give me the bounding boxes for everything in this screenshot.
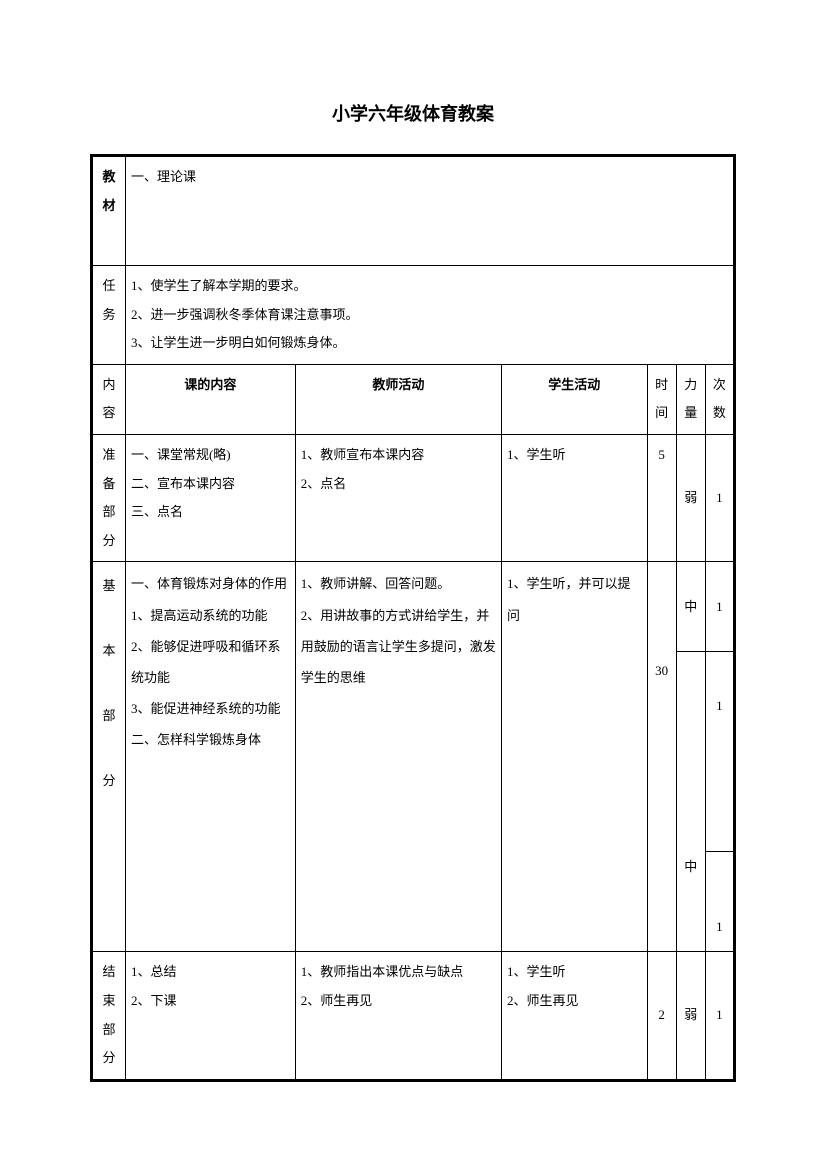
prep-force: 弱 xyxy=(676,434,705,561)
main-force2: 中 xyxy=(676,652,705,952)
prep-student: 1、学生听 xyxy=(502,434,648,561)
end-content: 1、总结2、下课 xyxy=(125,952,295,1080)
label-renwu: 任务 xyxy=(92,266,126,365)
prep-teacher: 1、教师宣布本课内容2、点名 xyxy=(295,434,501,561)
header-side: 内容 xyxy=(92,364,126,434)
header-content: 课的内容 xyxy=(125,364,295,434)
end-time: 2 xyxy=(647,952,676,1080)
main-teacher: 1、教师讲解、回答问题。2、用讲故事的方式讲给学生，并用鼓励的语言让学生多提问，… xyxy=(295,562,501,952)
main-time: 30 xyxy=(647,562,676,952)
prep-count: 1 xyxy=(705,434,734,561)
page-title: 小学六年级体育教案 xyxy=(90,100,736,126)
label-main: 基本部分 xyxy=(92,562,126,952)
label-jiaocai: 教材 xyxy=(92,156,126,266)
header-teacher: 教师活动 xyxy=(295,364,501,434)
header-count: 次数 xyxy=(705,364,734,434)
label-prep: 准备部分 xyxy=(92,434,126,561)
main-count1: 1 xyxy=(705,562,734,652)
end-teacher: 1、教师指出本课优点与缺点2、师生再见 xyxy=(295,952,501,1080)
main-count3: 1 xyxy=(705,852,734,952)
header-force: 力量 xyxy=(676,364,705,434)
renwu-content: 1、使学生了解本学期的要求。2、进一步强调秋冬季体育课注意事项。3、让学生进一步… xyxy=(125,266,734,365)
header-student: 学生活动 xyxy=(502,364,648,434)
end-count: 1 xyxy=(705,952,734,1080)
end-force: 弱 xyxy=(676,952,705,1080)
header-time: 时间 xyxy=(647,364,676,434)
lesson-plan-table: 教材 一、理论课 任务 1、使学生了解本学期的要求。2、进一步强调秋冬季体育课注… xyxy=(90,154,736,1082)
label-end: 结束部分 xyxy=(92,952,126,1080)
end-student: 1、学生听2、师生再见 xyxy=(502,952,648,1080)
prep-content: 一、课堂常规(略)二、宣布本课内容三、点名 xyxy=(125,434,295,561)
prep-time: 5 xyxy=(647,434,676,561)
main-content: 一、体育锻炼对身体的作用1、提高运动系统的功能2、能够促进呼吸和循环系统功能3、… xyxy=(125,562,295,952)
jiaocai-content: 一、理论课 xyxy=(125,156,734,266)
main-force1: 中 xyxy=(676,562,705,652)
main-count2: 1 xyxy=(705,652,734,852)
main-student: 1、学生听，并可以提问 xyxy=(502,562,648,952)
